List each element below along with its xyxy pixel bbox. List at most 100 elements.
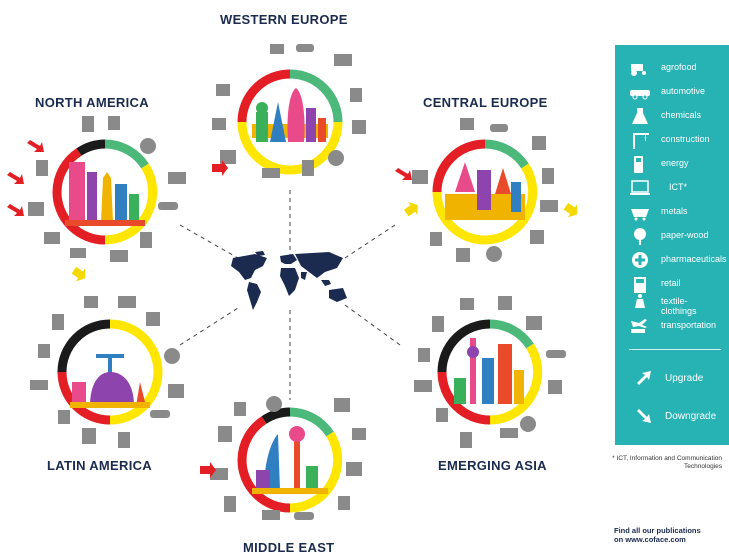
plane-truck-icon-5 bbox=[262, 510, 280, 520]
crane-icon-6 bbox=[338, 496, 350, 510]
legend-item-energy: energy bbox=[623, 155, 729, 173]
car-icon-6 bbox=[294, 512, 314, 520]
cash-register-icon-6 bbox=[218, 426, 232, 442]
dress-form-icon bbox=[635, 294, 645, 308]
downgrade-arrow-middle-east bbox=[200, 462, 216, 478]
car-icon-2 bbox=[158, 202, 178, 210]
publications-link[interactable]: on www.coface.com bbox=[614, 535, 686, 544]
legend-label: construction bbox=[661, 134, 710, 144]
tractor-icon-3 bbox=[412, 170, 428, 184]
tree-icon-4 bbox=[146, 312, 160, 326]
tree-icon-2 bbox=[28, 202, 44, 216]
skyline-latin-america bbox=[70, 354, 150, 408]
crane-icon-3 bbox=[532, 136, 546, 150]
plane-truck-icon-4 bbox=[500, 428, 518, 438]
plane-truck-icon bbox=[262, 168, 280, 178]
flask-icon-2 bbox=[542, 168, 554, 184]
crane-icon-2 bbox=[140, 232, 152, 248]
fuel-pump-icon bbox=[82, 116, 94, 132]
ore-cart-icon-7 bbox=[352, 428, 366, 440]
flask-icon-5 bbox=[224, 496, 236, 512]
region-title-middle-east: MIDDLE EAST bbox=[243, 540, 335, 555]
skyline-north-america bbox=[65, 162, 145, 226]
tree-icon bbox=[634, 228, 646, 245]
fuel-pump-icon-2 bbox=[52, 314, 64, 330]
tractor-icon-5 bbox=[526, 316, 542, 330]
dress-form-icon-4 bbox=[418, 348, 430, 362]
upgrade-label: Upgrade bbox=[665, 373, 704, 384]
car-icon-4 bbox=[150, 410, 170, 418]
region-title-north-america: NORTH AMERICA bbox=[35, 95, 149, 110]
skyline-central-europe bbox=[445, 162, 525, 220]
fuel-pump-icon-3 bbox=[432, 316, 444, 332]
legend-label: ICT* bbox=[669, 182, 687, 192]
flask-icon bbox=[108, 116, 120, 130]
car-icon bbox=[630, 90, 650, 100]
laptop-icon-4 bbox=[118, 296, 136, 308]
tree-icon-3 bbox=[530, 230, 544, 244]
ore-cart-icon-5 bbox=[84, 296, 98, 308]
legend-label: chemicals bbox=[661, 110, 702, 120]
cash-register-icon bbox=[302, 160, 314, 176]
downgrade-label: Downgrade bbox=[665, 411, 717, 422]
risk-wheel-western-europe bbox=[237, 69, 343, 175]
world-map bbox=[231, 251, 347, 310]
publications-note: Find all our publications on www.coface.… bbox=[614, 526, 701, 544]
crane-icon-4 bbox=[38, 344, 50, 358]
skyline-western-europe bbox=[252, 88, 328, 142]
risk-wheel-latin-america bbox=[57, 319, 163, 425]
dress-form-icon bbox=[350, 88, 362, 102]
legend-item-agrofood: agrofood bbox=[623, 59, 729, 77]
upgrade-arrow-north-america bbox=[71, 266, 86, 282]
plane-truck-icon-2 bbox=[70, 248, 86, 258]
laptop-icon bbox=[334, 54, 352, 66]
tractor-icon-2 bbox=[168, 172, 186, 184]
crane-icon bbox=[633, 133, 649, 149]
region-title-latin-america: LATIN AMERICA bbox=[47, 458, 152, 473]
tractor-icon bbox=[220, 150, 236, 164]
risk-wheel-north-america bbox=[52, 139, 158, 245]
legend-item-paper-wood: paper-wood bbox=[623, 227, 729, 245]
tractor-icon-4 bbox=[168, 384, 184, 398]
dress-form-icon-3 bbox=[58, 410, 70, 424]
region-title-emerging-asia: EMERGING ASIA bbox=[438, 458, 547, 473]
legend-item-construction: construction bbox=[623, 131, 729, 149]
legend-item-textile-clothings: textile-clothings bbox=[623, 293, 729, 317]
footnote: * ICT, Information and Communication Tec… bbox=[612, 455, 722, 470]
medical-cross-icon bbox=[632, 252, 648, 268]
legend-item-chemicals: chemicals bbox=[623, 107, 729, 125]
medical-cross-icon-4 bbox=[164, 348, 180, 364]
ore-cart-icon-3 bbox=[44, 232, 60, 244]
region-title-western-europe: WESTERN EUROPE bbox=[220, 12, 348, 27]
medical-cross-icon-6 bbox=[266, 396, 282, 412]
legend-item-automotive: automotive bbox=[623, 83, 729, 101]
medical-cross-icon bbox=[328, 150, 344, 166]
legend-label: paper-wood bbox=[661, 230, 709, 240]
legend-label: pharmaceuticals bbox=[661, 254, 727, 264]
laptop-icon-5 bbox=[414, 380, 432, 392]
legend-label: agrofood bbox=[661, 62, 697, 72]
fuel-pump-icon bbox=[634, 156, 643, 173]
cash-register-icon-5 bbox=[436, 408, 448, 422]
flask-icon-4 bbox=[460, 432, 472, 448]
flask-icon bbox=[632, 108, 648, 124]
downgrade-arrow-north-america-1 bbox=[27, 140, 44, 152]
car-icon bbox=[296, 44, 314, 52]
upgrade-arrow-central-europe-1 bbox=[403, 201, 418, 217]
downgrade-arrow-western-europe bbox=[212, 160, 228, 176]
risk-wheel-central-europe bbox=[432, 139, 538, 245]
cash-register-icon-4 bbox=[82, 428, 96, 444]
car-icon-5 bbox=[546, 350, 566, 358]
legend-label: retail bbox=[661, 278, 681, 288]
ore-cart-icon-2 bbox=[212, 118, 226, 130]
plane-truck-icon bbox=[631, 319, 647, 333]
plane-truck-icon-3 bbox=[30, 380, 48, 390]
legend-label: transportation bbox=[661, 320, 717, 330]
crane-icon-5 bbox=[498, 296, 512, 310]
legend-label: metals bbox=[661, 206, 688, 216]
upgrade-arrow-central-europe-2 bbox=[563, 202, 578, 218]
ore-cart-icon-4 bbox=[460, 118, 474, 130]
risk-wheel-middle-east bbox=[237, 407, 343, 513]
